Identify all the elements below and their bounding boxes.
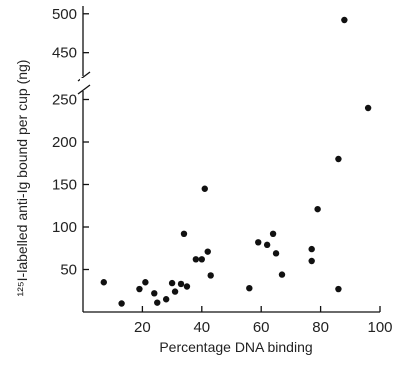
- x-tick-label: 60: [253, 319, 270, 336]
- data-point: [204, 248, 211, 255]
- data-point: [255, 239, 262, 246]
- data-points: [100, 16, 372, 307]
- y-tick-label: 500: [52, 6, 77, 23]
- data-point: [272, 250, 280, 257]
- data-point: [118, 300, 125, 307]
- data-point: [151, 290, 158, 297]
- axes: [77, 6, 380, 313]
- data-point: [308, 257, 315, 265]
- data-point: [201, 185, 208, 192]
- y-ticks: 50 100 150 200 250 450 500: [52, 6, 89, 279]
- data-point: [154, 299, 161, 306]
- data-point: [142, 279, 149, 286]
- x-tick-label: 80: [312, 319, 329, 336]
- data-point: [341, 16, 348, 24]
- x-axis-title: Percentage DNA binding: [159, 339, 312, 355]
- data-point: [278, 271, 286, 278]
- y-tick-label: 100: [52, 219, 77, 236]
- data-point: [263, 241, 271, 249]
- data-point: [308, 245, 315, 253]
- y-tick-label: 250: [52, 92, 77, 109]
- y-tick-label: 200: [52, 134, 77, 151]
- y-tick-label: 150: [52, 177, 77, 194]
- data-point: [162, 296, 170, 303]
- y-axis-title: ¹²⁵I-labelled anti-Ig bound per cup (ng): [14, 60, 30, 297]
- y-tick-label: 50: [60, 262, 77, 279]
- data-point: [171, 288, 179, 295]
- data-point: [207, 272, 214, 279]
- data-point: [335, 285, 342, 293]
- x-tick-label: 40: [193, 319, 210, 336]
- data-point: [100, 279, 107, 286]
- data-point: [183, 283, 191, 290]
- data-point: [198, 256, 205, 263]
- data-point: [180, 230, 188, 237]
- x-tick-label: 100: [367, 319, 392, 336]
- data-point: [246, 285, 253, 292]
- data-point: [136, 285, 143, 293]
- y-tick-label: 450: [52, 45, 77, 62]
- data-point: [177, 280, 185, 288]
- data-point: [269, 230, 277, 237]
- data-point: [314, 205, 321, 213]
- data-point: [364, 104, 372, 112]
- data-point: [168, 279, 176, 287]
- axis-break-mark: [77, 71, 91, 95]
- x-ticks: 20 40 60 80 100: [134, 306, 393, 336]
- data-point: [335, 155, 342, 163]
- data-point: [192, 256, 200, 263]
- x-tick-label: 20: [134, 319, 151, 336]
